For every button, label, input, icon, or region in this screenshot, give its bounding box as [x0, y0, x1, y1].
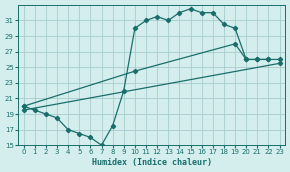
X-axis label: Humidex (Indice chaleur): Humidex (Indice chaleur) [92, 158, 212, 167]
